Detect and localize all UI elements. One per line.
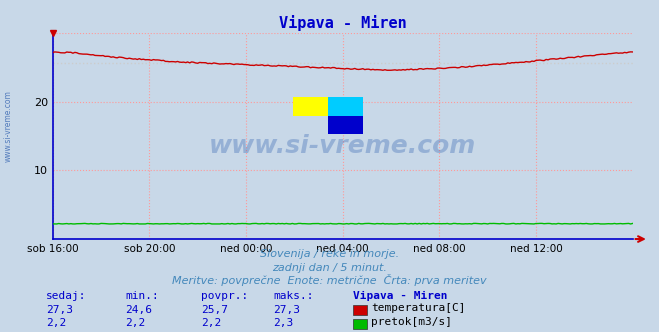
Text: Slovenija / reke in morje.: Slovenija / reke in morje. bbox=[260, 249, 399, 259]
Text: 2,2: 2,2 bbox=[125, 318, 146, 328]
Text: maks.:: maks.: bbox=[273, 291, 314, 301]
Text: min.:: min.: bbox=[125, 291, 159, 301]
Text: povpr.:: povpr.: bbox=[201, 291, 248, 301]
Text: 24,6: 24,6 bbox=[125, 305, 152, 315]
Text: temperatura[C]: temperatura[C] bbox=[371, 303, 465, 313]
Bar bbox=[328, 97, 363, 116]
Text: Vipava - Miren: Vipava - Miren bbox=[353, 291, 447, 301]
Bar bbox=[328, 116, 363, 134]
Text: www.si-vreme.com: www.si-vreme.com bbox=[209, 134, 476, 158]
Text: Meritve: povprečne  Enote: metrične  Črta: prva meritev: Meritve: povprečne Enote: metrične Črta:… bbox=[172, 274, 487, 286]
Title: Vipava - Miren: Vipava - Miren bbox=[279, 15, 407, 31]
Text: 25,7: 25,7 bbox=[201, 305, 228, 315]
Text: 27,3: 27,3 bbox=[273, 305, 301, 315]
Bar bbox=[293, 97, 328, 116]
Text: 2,3: 2,3 bbox=[273, 318, 294, 328]
Text: sedaj:: sedaj: bbox=[46, 291, 86, 301]
Text: 2,2: 2,2 bbox=[201, 318, 221, 328]
Text: 27,3: 27,3 bbox=[46, 305, 73, 315]
Text: www.si-vreme.com: www.si-vreme.com bbox=[3, 90, 13, 162]
Text: 2,2: 2,2 bbox=[46, 318, 67, 328]
Text: pretok[m3/s]: pretok[m3/s] bbox=[371, 317, 452, 327]
Text: zadnji dan / 5 minut.: zadnji dan / 5 minut. bbox=[272, 263, 387, 273]
